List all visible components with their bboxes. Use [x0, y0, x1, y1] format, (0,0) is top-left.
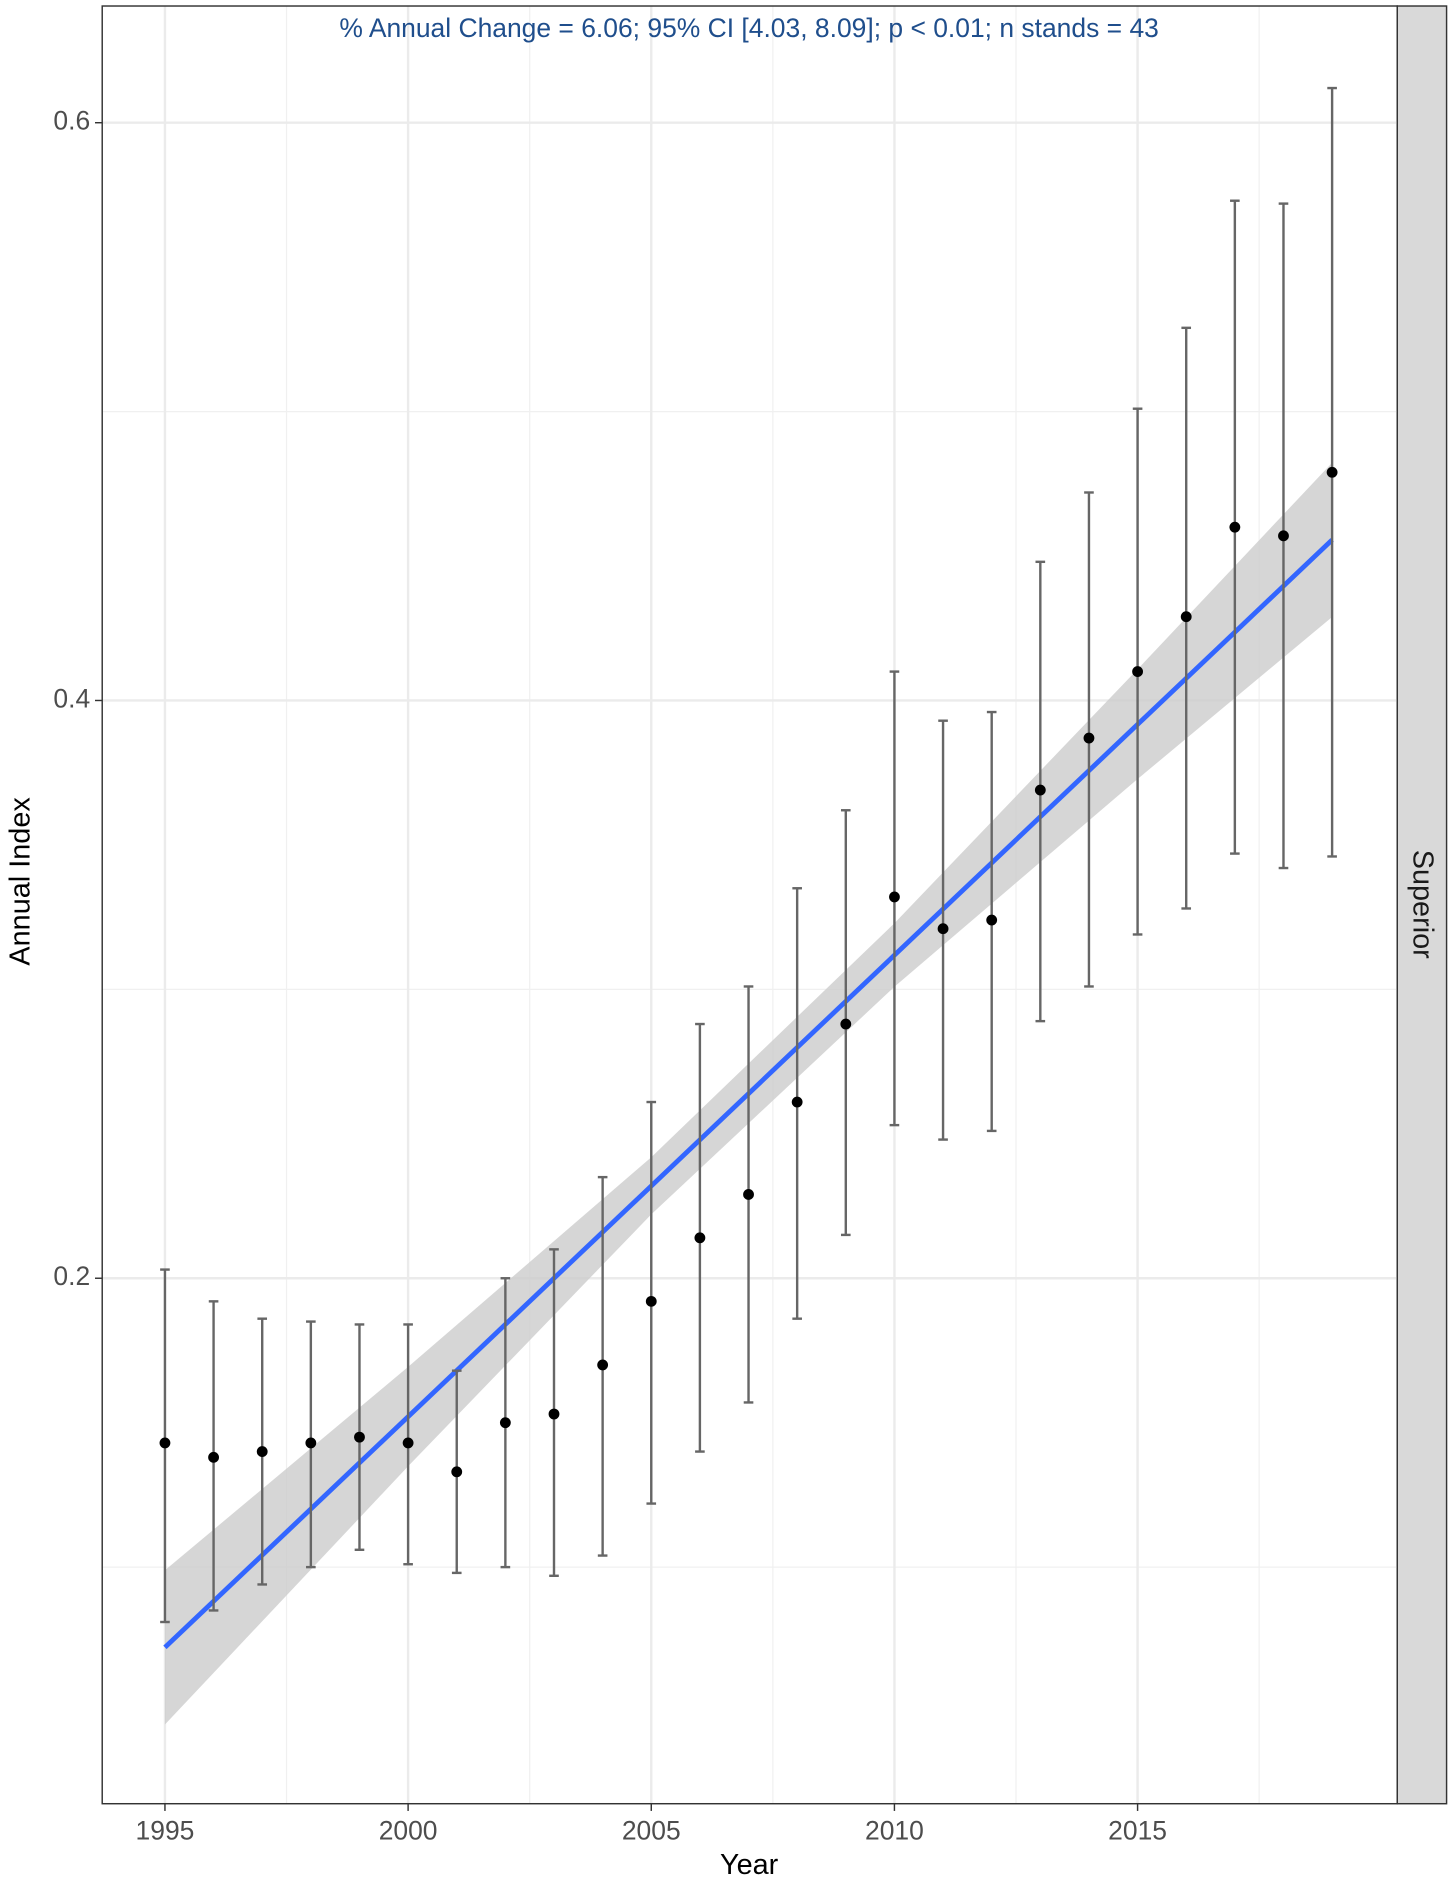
point [1326, 466, 1338, 478]
point [937, 923, 949, 935]
point [208, 1451, 219, 1463]
x-tick-label: 2005 [622, 1816, 681, 1846]
y-tick-label: 0.6 [53, 106, 90, 136]
point [743, 1189, 754, 1200]
point [1132, 666, 1143, 678]
point [256, 1446, 268, 1457]
facet-label: Superior [1407, 850, 1439, 959]
point [889, 891, 900, 903]
x-tick-label: 2015 [1108, 1816, 1167, 1846]
point [159, 1437, 171, 1449]
point [645, 1295, 657, 1307]
point [986, 914, 998, 926]
point [791, 1096, 803, 1108]
point [1229, 521, 1241, 533]
x-tick-label: 1995 [136, 1816, 195, 1846]
point [840, 1018, 852, 1030]
point [1278, 530, 1289, 542]
x-tick-label: 2000 [379, 1816, 438, 1846]
point [548, 1408, 560, 1420]
y-tick-label: 0.4 [53, 683, 90, 713]
point [1180, 611, 1192, 623]
point [597, 1359, 609, 1371]
panel-border [101, 5, 1399, 1805]
annotation: % Annual Change = 6.06; 95% CI [4.03, 8.… [339, 13, 1158, 43]
point [305, 1437, 317, 1449]
y-axis-title: Annual Index [4, 797, 36, 966]
point [1083, 732, 1095, 744]
x-tick-label: 2010 [865, 1816, 924, 1846]
facet-strip [1396, 5, 1448, 1805]
point [694, 1232, 706, 1244]
point [354, 1431, 365, 1443]
x-axis-title: Year [720, 1849, 779, 1881]
point [1034, 784, 1046, 796]
point [499, 1417, 511, 1429]
point [402, 1437, 414, 1449]
y-tick-label: 0.2 [53, 1261, 90, 1291]
point [451, 1466, 463, 1478]
